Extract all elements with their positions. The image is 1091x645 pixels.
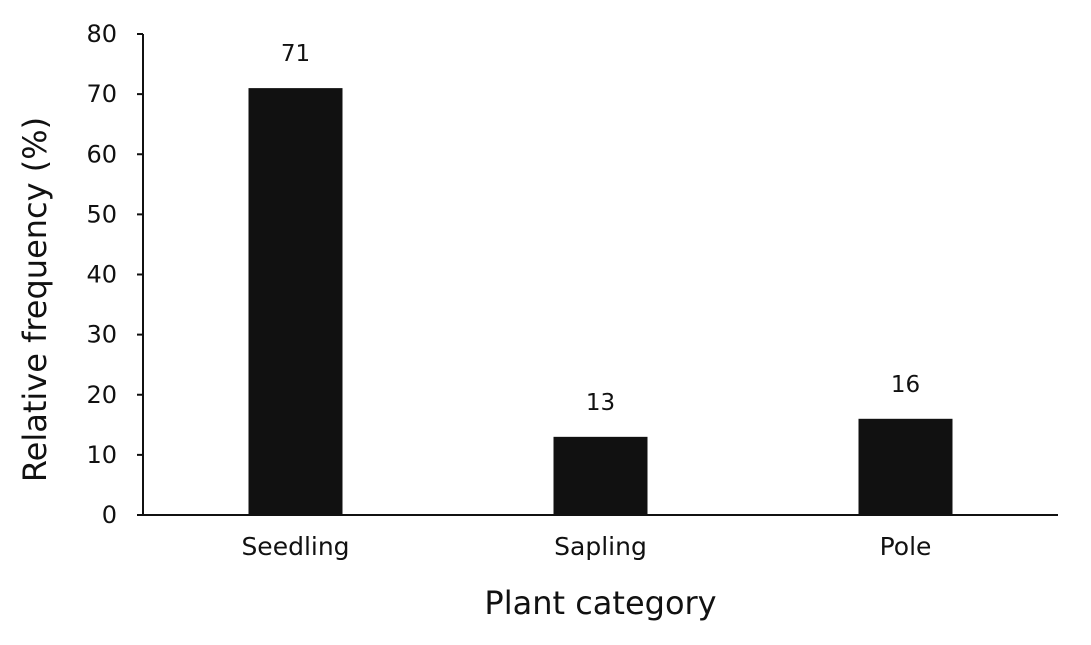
y-axis-ticks: 0 10 20 30 40 50 60 70 80 [86, 20, 143, 529]
x-axis-tick-labels: Seedling Sapling Pole [241, 532, 931, 561]
bars-group [248, 88, 953, 516]
y-tick-label: 0 [102, 501, 117, 529]
y-tick-label: 70 [86, 80, 117, 108]
y-tick-label: 20 [86, 381, 117, 409]
y-tick-label: 80 [86, 20, 117, 48]
bar-sapling [553, 436, 648, 515]
x-tick-label-pole: Pole [880, 532, 932, 561]
y-tick-label: 40 [86, 261, 117, 289]
data-label-pole: 16 [891, 372, 920, 398]
y-axis-title: Relative frequency (%) [16, 117, 54, 482]
data-label-sapling: 13 [586, 390, 615, 416]
x-tick-label-seedling: Seedling [241, 532, 349, 561]
y-tick-label: 30 [86, 321, 117, 349]
data-label-seedling: 71 [281, 41, 310, 67]
x-axis-title: Plant category [484, 584, 716, 622]
y-tick-label: 60 [86, 140, 117, 168]
data-labels-group: 71 13 16 [281, 41, 920, 416]
x-tick-label-sapling: Sapling [554, 532, 647, 561]
y-tick-label: 10 [86, 441, 117, 469]
bar-pole [858, 418, 953, 515]
bar-seedling [248, 88, 343, 516]
y-tick-label: 50 [86, 200, 117, 228]
